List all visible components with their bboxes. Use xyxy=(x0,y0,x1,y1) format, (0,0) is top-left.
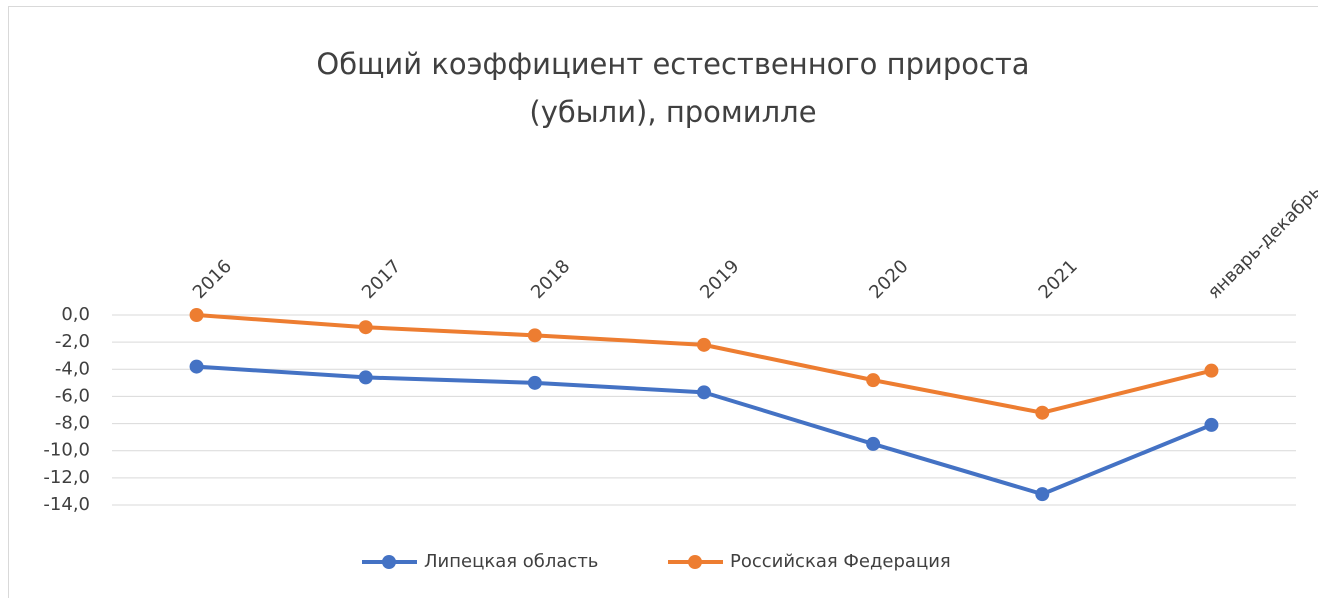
point xyxy=(1204,363,1219,378)
legend-label: Российская Федерация xyxy=(730,551,951,572)
point xyxy=(189,308,204,322)
y-tick-label: -10,0 xyxy=(43,440,90,461)
point xyxy=(866,436,881,451)
point xyxy=(1035,487,1050,502)
y-tick-label: -12,0 xyxy=(43,467,90,488)
point xyxy=(1035,405,1050,420)
x-tick-label: 2017 xyxy=(358,256,405,303)
point xyxy=(527,328,542,343)
point xyxy=(189,359,204,374)
legend-label: Липецкая область xyxy=(424,551,598,572)
point xyxy=(358,320,373,335)
chart-title: Общий коэффициент естественного прироста… xyxy=(316,47,1030,129)
y-tick-label: -2,0 xyxy=(55,331,90,352)
legend-marker xyxy=(382,555,396,569)
x-tick-label: 2021 xyxy=(1035,256,1082,303)
x-tick-label: 2020 xyxy=(865,256,912,303)
point xyxy=(697,385,711,400)
legend-marker xyxy=(688,555,702,569)
y-tick-label: 0,0 xyxy=(61,304,90,325)
x-tick-label: 2016 xyxy=(189,256,236,303)
x-tick-label: январь-декабрь xyxy=(1204,181,1318,303)
point xyxy=(358,370,373,385)
point xyxy=(866,373,881,388)
point xyxy=(1204,417,1219,432)
x-tick-label: 2019 xyxy=(696,256,743,303)
point xyxy=(697,337,711,352)
chart-frame xyxy=(8,6,1318,598)
y-tick-label: -6,0 xyxy=(55,385,90,406)
x-tick-label: 2018 xyxy=(527,256,574,303)
y-tick-label: -8,0 xyxy=(55,413,90,434)
point xyxy=(527,375,542,390)
y-tick-label: -4,0 xyxy=(55,358,90,379)
y-tick-label: -14,0 xyxy=(43,494,90,515)
